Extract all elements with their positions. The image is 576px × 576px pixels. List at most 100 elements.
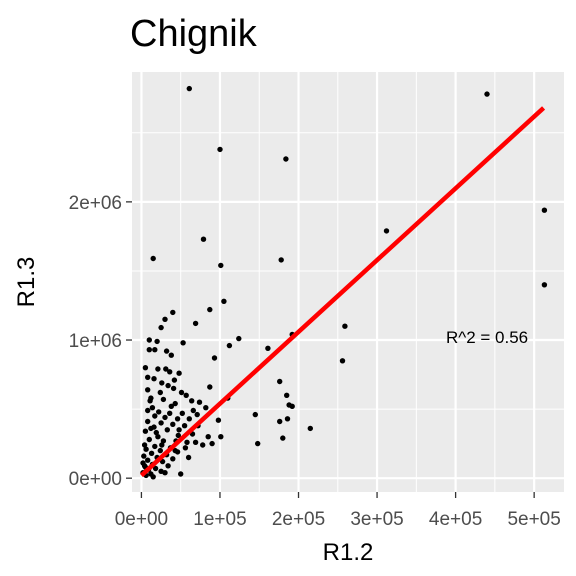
data-point xyxy=(277,418,283,425)
data-point xyxy=(143,446,149,452)
data-point xyxy=(174,416,181,422)
data-point xyxy=(142,428,149,434)
data-point xyxy=(149,405,156,411)
data-point xyxy=(179,410,185,416)
data-point xyxy=(541,207,548,213)
y-tick-label: 1e+06 xyxy=(69,331,122,352)
data-point xyxy=(278,257,284,263)
data-point xyxy=(215,417,222,423)
data-point xyxy=(164,427,170,433)
data-point xyxy=(158,324,164,331)
data-point xyxy=(170,309,176,316)
data-point xyxy=(255,440,261,447)
data-point xyxy=(283,156,289,162)
data-point xyxy=(217,146,223,153)
data-point xyxy=(186,85,192,92)
data-point xyxy=(145,407,151,414)
data-point xyxy=(200,442,206,448)
y-tick-label: 0e+00 xyxy=(69,469,122,490)
y-tick-label: 2e+06 xyxy=(69,193,122,214)
data-point xyxy=(172,447,178,454)
data-point xyxy=(182,445,189,451)
regression-line xyxy=(139,106,546,478)
data-point xyxy=(141,463,148,469)
data-point xyxy=(141,453,147,459)
x-tick-label: 3e+05 xyxy=(350,509,403,530)
data-point xyxy=(158,420,164,426)
r-squared-annotation: R^2 = 0.56 xyxy=(446,328,528,347)
data-point xyxy=(167,410,173,416)
data-point xyxy=(196,399,203,405)
data-point xyxy=(159,442,165,448)
data-point xyxy=(265,345,271,351)
data-point xyxy=(178,471,184,477)
data-point xyxy=(145,374,151,380)
data-point xyxy=(145,387,151,393)
data-point xyxy=(236,335,242,342)
data-point xyxy=(150,474,156,480)
data-point xyxy=(165,463,171,469)
data-point xyxy=(155,434,161,440)
x-axis-ticks: 0e+00 1e+05 2e+05 3e+05 4e+05 5e+05 xyxy=(115,492,561,530)
data-point xyxy=(171,377,178,383)
data-point xyxy=(342,323,348,329)
data-point xyxy=(142,365,149,371)
x-axis-title: R1.2 xyxy=(323,539,374,566)
data-point xyxy=(151,424,157,430)
data-point xyxy=(145,457,151,463)
data-point xyxy=(176,370,182,376)
data-point xyxy=(152,347,158,353)
data-point xyxy=(383,228,390,234)
data-point xyxy=(277,378,283,385)
data-point xyxy=(218,434,224,440)
x-tick-label: 5e+05 xyxy=(507,509,560,530)
chart-title: Chignik xyxy=(130,13,258,55)
data-point xyxy=(147,398,153,404)
data-point xyxy=(152,443,158,450)
data-point xyxy=(186,416,192,422)
data-point xyxy=(165,382,171,389)
data-point xyxy=(484,91,490,97)
data-point xyxy=(192,320,199,327)
data-point xyxy=(152,413,158,419)
y-axis-title: R1.3 xyxy=(13,257,40,308)
data-point xyxy=(141,442,148,448)
data-point xyxy=(200,236,207,242)
x-tick-label: 2e+05 xyxy=(272,509,325,530)
data-point xyxy=(207,306,213,313)
data-point xyxy=(146,337,152,343)
data-point xyxy=(168,352,174,358)
data-point xyxy=(185,454,192,461)
data-point xyxy=(162,316,168,322)
data-point xyxy=(211,355,218,361)
data-point xyxy=(154,338,160,345)
data-point xyxy=(176,427,182,433)
data-point xyxy=(155,366,161,372)
data-point xyxy=(157,389,163,396)
data-point xyxy=(146,436,152,443)
data-point xyxy=(280,435,286,441)
data-point xyxy=(307,425,313,432)
data-point xyxy=(162,414,168,421)
data-point xyxy=(150,255,156,262)
data-point xyxy=(339,358,346,364)
data-point xyxy=(226,342,233,349)
data-point xyxy=(170,385,177,392)
data-point xyxy=(175,432,181,439)
data-point xyxy=(541,282,548,288)
data-point xyxy=(162,470,168,476)
data-point xyxy=(184,439,190,445)
data-point xyxy=(284,416,291,422)
data-point xyxy=(160,438,167,444)
data-point xyxy=(163,348,170,354)
data-point xyxy=(218,262,224,269)
data-point xyxy=(146,347,152,353)
y-axis-ticks: 0e+00 1e+06 2e+06 xyxy=(69,193,132,490)
plot-panel xyxy=(132,72,564,492)
data-point xyxy=(163,366,169,372)
data-point xyxy=(157,447,163,454)
data-point xyxy=(189,398,195,404)
data-point xyxy=(203,405,209,411)
data-point xyxy=(194,411,200,418)
